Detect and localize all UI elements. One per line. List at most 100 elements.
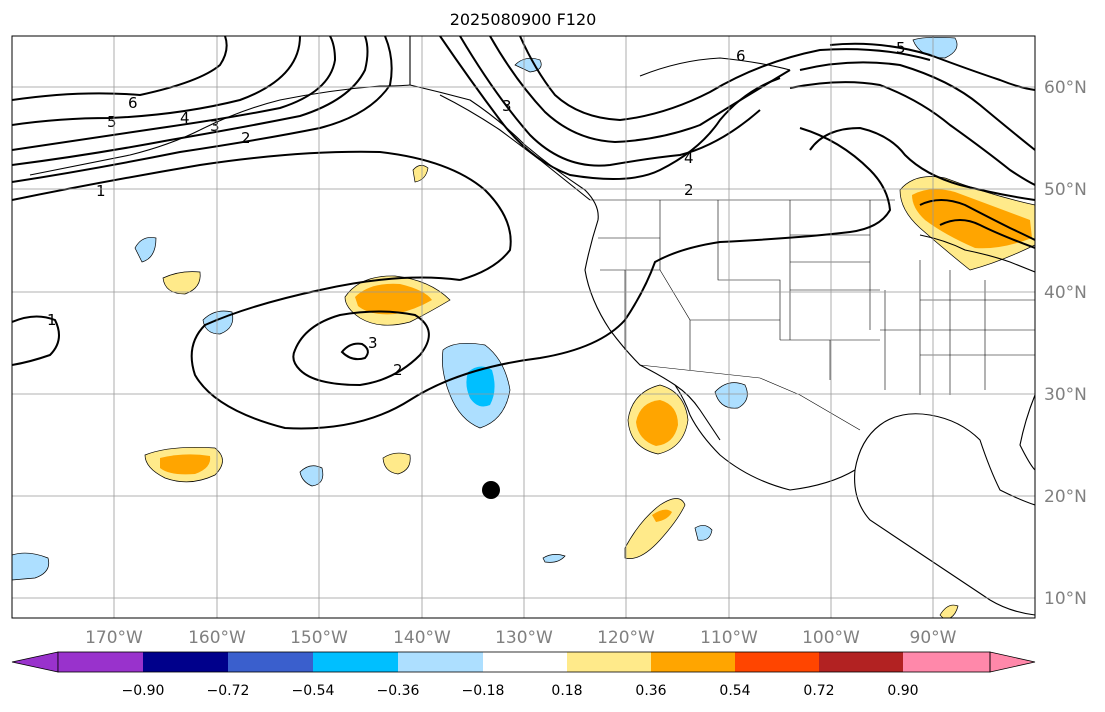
colorbar-tick: 0.90 — [887, 683, 919, 699]
contour-label: 6 — [736, 47, 746, 65]
north-america-coast — [409, 36, 1035, 506]
contour-east-inner-2 — [939, 219, 1035, 249]
great-lakes — [919, 234, 1035, 273]
anomaly-positive-9 — [939, 604, 959, 618]
coastlines — [29, 36, 1035, 616]
anomaly-negative-7 — [514, 58, 542, 73]
anomaly-negative-9 — [694, 525, 713, 541]
florida — [1019, 394, 1035, 471]
hudson-bay — [639, 57, 791, 77]
anomaly-negative-1-core — [466, 366, 495, 407]
contour-label: 2 — [684, 181, 694, 199]
contour-label: 1 — [47, 311, 57, 329]
contour-label: 5 — [107, 113, 117, 131]
contour-label-group: 6 5 4 3 2 1 3 2 1 3 6 4 2 5 — [47, 39, 906, 379]
contour-2-alaska — [12, 36, 393, 183]
lon-label: 140°W — [393, 628, 451, 648]
contour-4-east — [799, 61, 1035, 151]
lat-label: 50°N — [1044, 180, 1087, 200]
colorbar-tick: 0.18 — [551, 683, 583, 699]
contour-3-east — [789, 81, 1035, 186]
lat-label: 30°N — [1044, 385, 1087, 405]
contour-2-closed — [190, 127, 892, 430]
baja-california — [674, 384, 721, 441]
colorbar-bin — [228, 652, 313, 672]
colorbar-bin — [819, 652, 903, 672]
lon-label: 150°W — [290, 628, 348, 648]
lat-label: 20°N — [1044, 487, 1087, 507]
contour-label: 2 — [393, 361, 403, 379]
contour-4-ridge — [459, 36, 761, 167]
anomaly-negative-4 — [202, 310, 234, 335]
contour-label: 3 — [210, 117, 220, 135]
gulf-of-mexico-coast — [854, 469, 1035, 616]
anomaly-negative-8 — [912, 36, 958, 59]
anomaly-negative-3 — [714, 382, 748, 409]
contour-6-alaska — [12, 36, 228, 101]
lon-label: 170°W — [85, 628, 143, 648]
contour-label: 4 — [684, 149, 694, 167]
colorbar-bin — [143, 652, 228, 672]
anomaly-positive-6 — [162, 271, 201, 295]
alaska-panhandle — [439, 94, 591, 201]
lon-label: 130°W — [495, 628, 553, 648]
colorbar-tick: −0.18 — [461, 683, 505, 699]
colorbar-bin — [398, 652, 483, 672]
lat-label: 60°N — [1044, 78, 1087, 98]
contour-3-center — [340, 342, 369, 361]
contour-label: 5 — [896, 39, 906, 57]
contour-2-east — [809, 126, 1035, 201]
lat-label: 10°N — [1044, 589, 1087, 609]
lat-label: 40°N — [1044, 283, 1087, 303]
contour-label: 3 — [502, 97, 512, 115]
colorbar-bin — [313, 652, 398, 672]
lon-label: 120°W — [597, 628, 655, 648]
shaded-anomalies — [12, 36, 1035, 618]
anomaly-positive-4 — [624, 498, 686, 559]
colorbar-tick: −0.54 — [291, 683, 335, 699]
political-borders — [590, 199, 1035, 431]
colorbar-bin — [58, 652, 143, 672]
colorbar — [11, 651, 1036, 673]
colorbar-tick: −0.36 — [376, 683, 420, 699]
anomaly-positive-4-core — [652, 509, 672, 522]
contour-5-ridge — [489, 36, 791, 144]
contour-4-alaska — [12, 36, 337, 151]
anomaly-negative-2 — [12, 552, 50, 581]
contour-label: 1 — [96, 182, 106, 200]
anomaly-negative-6 — [299, 465, 324, 487]
colorbar-tick: 0.54 — [719, 683, 751, 699]
contour-3-inner — [292, 310, 430, 387]
colorbar-tick: 0.36 — [635, 683, 667, 699]
contour-1-west — [12, 315, 60, 366]
contour-label: 4 — [180, 109, 190, 127]
contour-label: 2 — [241, 129, 251, 147]
anomaly-negative-10 — [542, 554, 566, 563]
anomaly-negative-5 — [134, 237, 157, 263]
storm-center-marker — [482, 481, 500, 499]
colorbar-bin — [651, 652, 735, 672]
colorbar-tick: −0.90 — [121, 683, 165, 699]
lon-label: 100°W — [802, 628, 860, 648]
colorbar-tick: 0.72 — [803, 683, 835, 699]
anomaly-positive-7 — [382, 452, 411, 475]
colorbar-tick: −0.72 — [206, 683, 250, 699]
gridlines — [12, 36, 1035, 618]
contour-east-inner — [919, 199, 1035, 241]
contour-1-north — [12, 150, 512, 281]
colorbar-frame — [57, 651, 991, 673]
contour-6-ridge — [519, 36, 931, 122]
contour-3-alaska — [12, 36, 369, 166]
colorbar-extend-low — [11, 651, 59, 673]
anomaly-positive-3-core — [636, 400, 678, 446]
longitude-labels: 170°W 160°W 150°W 140°W 130°W 120°W 110°… — [85, 628, 957, 648]
latitude-labels: 60°N 50°N 40°N 30°N 20°N 10°N — [1044, 78, 1087, 609]
contour-3-ridge — [439, 36, 781, 180]
lon-label: 90°W — [910, 628, 957, 648]
map-frame — [11, 35, 1036, 619]
contour-label: 6 — [128, 94, 138, 112]
anomaly-positive-2-core — [160, 454, 211, 475]
colorbar-bin — [567, 652, 651, 672]
contour-5-alaska — [12, 36, 301, 126]
